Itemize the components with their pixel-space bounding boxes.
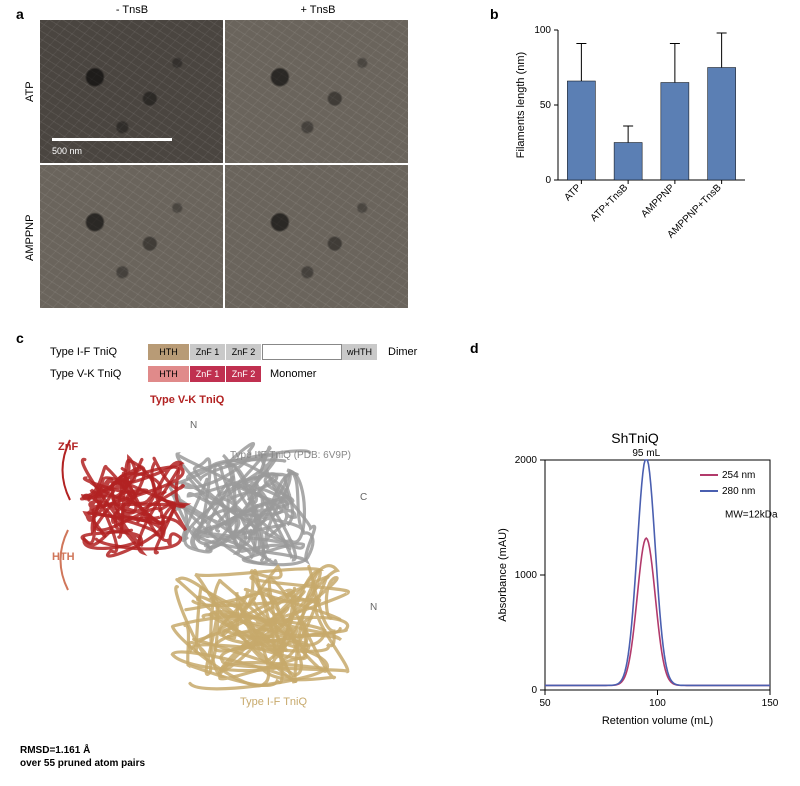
vk-tniq-label: Type V-K TniQ xyxy=(50,368,121,380)
svg-text:Type I-F TniQ (PDB: 6V9P): Type I-F TniQ (PDB: 6V9P) xyxy=(230,450,351,461)
monomer-label: Monomer xyxy=(270,368,316,380)
svg-text:150: 150 xyxy=(762,698,779,709)
svg-text:N: N xyxy=(370,602,377,613)
svg-text:C: C xyxy=(360,492,367,503)
scale-bar-text: 500 nm xyxy=(52,146,82,156)
micrograph-grid: 500 nm xyxy=(40,20,408,308)
svg-text:280 nm: 280 nm xyxy=(722,486,755,497)
structure-overlay: ZnFHTHNCNType I-F TniQ (PDB: 6V9P)Type I… xyxy=(30,410,410,710)
sec-title: ShTniQ xyxy=(490,430,780,446)
svg-text:95 mL: 95 mL xyxy=(632,448,660,459)
bar-chart-filament-length: 0 50 100 Filaments length (nm) ATP ATP+TnsBAM… xyxy=(510,20,750,250)
svg-text:Filaments length (nm): Filaments length (nm) xyxy=(515,52,527,158)
panel-d-label: d xyxy=(470,340,479,356)
panel-c: Type I-F TniQ HTHZnF 1ZnF 2wHTH Dimer Ty… xyxy=(20,340,460,770)
row-label-atp: ATP xyxy=(24,20,36,164)
if-tniq-label: Type I-F TniQ xyxy=(50,346,117,358)
svg-text:254 nm: 254 nm xyxy=(722,470,755,481)
micrograph-atp-plus xyxy=(225,20,408,163)
svg-text:0: 0 xyxy=(545,175,551,186)
svg-text:ATP: ATP xyxy=(562,182,583,203)
svg-text:Retention volume (mL): Retention volume (mL) xyxy=(602,715,713,727)
panel-b-label: b xyxy=(490,6,499,22)
svg-text:50: 50 xyxy=(540,100,552,111)
svg-text:MW=12kDa: MW=12kDa xyxy=(725,510,778,521)
row-label-amppnp: AMPPNP xyxy=(24,166,36,310)
svg-text:50: 50 xyxy=(539,698,551,709)
svg-text:1000: 1000 xyxy=(515,570,538,581)
micrograph-amppnp-minus xyxy=(40,165,223,308)
col-label-plus-tnsb: + TnsB xyxy=(226,4,410,16)
dimer-label: Dimer xyxy=(388,346,417,358)
vk-domain-bar: HTHZnF 1ZnF 2 xyxy=(148,366,262,382)
svg-text:2000: 2000 xyxy=(515,455,538,466)
svg-text:100: 100 xyxy=(534,25,551,36)
if-domain-bar: HTHZnF 1ZnF 2wHTH xyxy=(148,344,378,360)
col-label-minus-tnsb: - TnsB xyxy=(40,4,224,16)
svg-text:100: 100 xyxy=(649,698,666,709)
rmsd-text: RMSD=1.161 Åover 55 pruned atom pairs xyxy=(20,744,145,770)
svg-text:Absorbance (mAU): Absorbance (mAU) xyxy=(497,528,509,622)
svg-text:AMPPNP: AMPPNP xyxy=(639,182,677,220)
micrograph-atp-minus: 500 nm xyxy=(40,20,223,163)
micrograph-amppnp-plus xyxy=(225,165,408,308)
scale-bar xyxy=(52,138,172,141)
svg-text:HTH: HTH xyxy=(52,551,75,563)
panel-a-label: a xyxy=(16,6,24,22)
sec-chart: ShTniQ 50 100 150 0 1000 2000 Retention volume… xyxy=(490,430,780,730)
vk-title: Type V-K TniQ xyxy=(150,394,224,406)
svg-text:N: N xyxy=(190,420,197,431)
svg-text:Type I-F TniQ: Type I-F TniQ xyxy=(240,696,307,708)
svg-text:ATP+TnsB: ATP+TnsB xyxy=(589,182,631,224)
svg-text:0: 0 xyxy=(531,685,537,696)
